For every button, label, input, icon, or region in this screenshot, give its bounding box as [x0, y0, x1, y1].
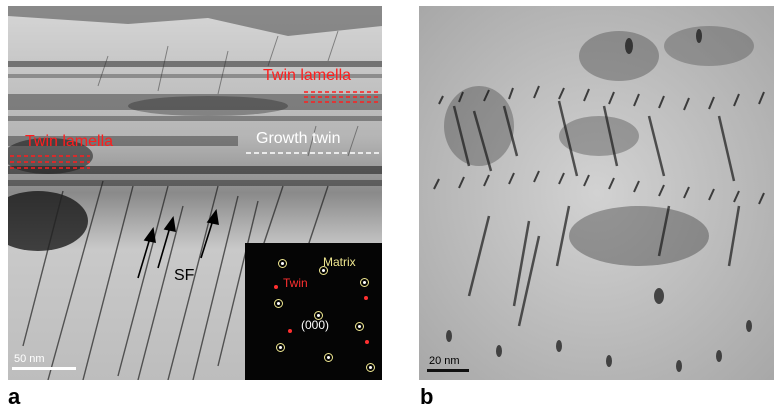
twin-label: Twin — [283, 276, 308, 290]
twin-spot — [274, 285, 278, 289]
scale-bar-a — [12, 367, 76, 370]
growth-twin-label: Growth twin — [256, 130, 341, 147]
matrix-spot — [274, 299, 283, 308]
origin-label: (000) — [301, 318, 330, 332]
stacking-fault-label: SF — [174, 267, 195, 284]
matrix-spot — [355, 322, 364, 331]
matrix-label: Matrix — [323, 255, 356, 269]
scale-bar-label-b: 20 nm — [429, 355, 460, 367]
matrix-spot — [278, 259, 287, 268]
panel-letter-a: a — [8, 384, 21, 409]
matrix-spot — [314, 311, 323, 320]
panel-letter-b: b — [420, 384, 434, 409]
tem-image-panel-b: 20 nm — [419, 6, 774, 380]
twin-spot — [288, 329, 292, 333]
matrix-spot — [360, 278, 369, 287]
matrix-spot — [319, 266, 328, 275]
twin-spot — [365, 340, 369, 344]
twin-spot — [364, 296, 368, 300]
twin-lamella-label-top: Twin lamella — [263, 67, 352, 84]
diffraction-pattern-inset: Matrix Twin (000) — [245, 243, 382, 380]
tem-micrograph-a — [8, 6, 382, 380]
scale-bar-label-a: 50 nm — [14, 353, 45, 365]
twin-lamella-label-left: Twin lamella — [25, 133, 114, 150]
matrix-spot — [276, 343, 285, 352]
matrix-spot — [366, 363, 375, 372]
tem-image-panel-a: Twin lamella Twin lamella Growth twin SF… — [8, 6, 382, 380]
matrix-spot — [324, 353, 333, 362]
tem-micrograph-b — [419, 6, 774, 380]
scale-bar-b — [427, 369, 469, 372]
